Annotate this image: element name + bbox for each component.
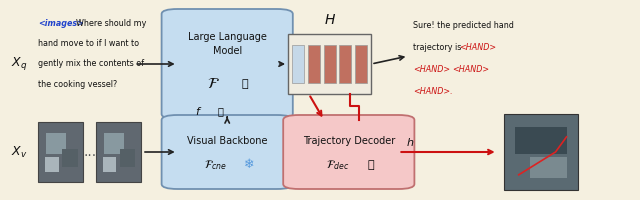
Bar bbox=[104, 132, 124, 154]
Text: Sure! the predicted hand: Sure! the predicted hand bbox=[413, 21, 514, 30]
FancyBboxPatch shape bbox=[161, 9, 292, 119]
Text: hand move to if I want to: hand move to if I want to bbox=[38, 40, 140, 48]
FancyBboxPatch shape bbox=[283, 115, 415, 189]
Text: $\mathcal{F}_{dec}$: $\mathcal{F}_{dec}$ bbox=[326, 158, 349, 172]
Bar bbox=[308, 45, 320, 83]
Bar bbox=[45, 156, 59, 172]
Text: <images>: <images> bbox=[38, 20, 84, 28]
Bar bbox=[504, 114, 578, 190]
Bar bbox=[288, 34, 371, 94]
Text: $X_v$: $X_v$ bbox=[11, 144, 28, 160]
Text: 🔥: 🔥 bbox=[242, 79, 248, 89]
Text: trajectory is: trajectory is bbox=[413, 44, 463, 52]
Text: $\mathcal{F}_{cne}$: $\mathcal{F}_{cne}$ bbox=[204, 158, 227, 172]
Bar bbox=[62, 149, 77, 167]
FancyBboxPatch shape bbox=[161, 115, 292, 189]
Text: gently mix the contents of: gently mix the contents of bbox=[38, 60, 145, 68]
Bar bbox=[292, 45, 304, 83]
Text: $X_q$: $X_q$ bbox=[11, 55, 28, 72]
Text: Visual Backbone: Visual Backbone bbox=[187, 136, 268, 146]
Text: the cooking vessel?: the cooking vessel? bbox=[38, 80, 118, 88]
Bar bbox=[355, 45, 367, 83]
Text: 🔥: 🔥 bbox=[368, 160, 374, 170]
Bar bbox=[46, 132, 67, 154]
Bar bbox=[38, 122, 83, 182]
Bar bbox=[339, 45, 351, 83]
Text: $h$: $h$ bbox=[406, 136, 414, 148]
Text: $f$: $f$ bbox=[195, 105, 202, 117]
Bar bbox=[96, 122, 141, 182]
Text: <HAND>: <HAND> bbox=[460, 44, 497, 52]
Text: $H$: $H$ bbox=[324, 13, 335, 27]
Text: Trajectory Decoder: Trajectory Decoder bbox=[303, 136, 395, 146]
Text: ...: ... bbox=[83, 145, 96, 159]
Bar bbox=[530, 157, 566, 178]
Text: <HAND>: <HAND> bbox=[452, 66, 490, 74]
Text: ❄: ❄ bbox=[244, 158, 255, 171]
Bar bbox=[120, 149, 135, 167]
Text: $\mathcal{F}$: $\mathcal{F}$ bbox=[207, 76, 220, 91]
Bar bbox=[102, 156, 116, 172]
Bar bbox=[515, 127, 566, 154]
Text: <HAND>: <HAND> bbox=[413, 66, 450, 74]
Text: 🔥: 🔥 bbox=[218, 106, 224, 116]
Text: Where should my: Where should my bbox=[76, 20, 146, 28]
Text: <HAND>.: <HAND>. bbox=[413, 88, 452, 97]
Bar bbox=[324, 45, 335, 83]
Text: Large Language
Model: Large Language Model bbox=[188, 32, 267, 56]
